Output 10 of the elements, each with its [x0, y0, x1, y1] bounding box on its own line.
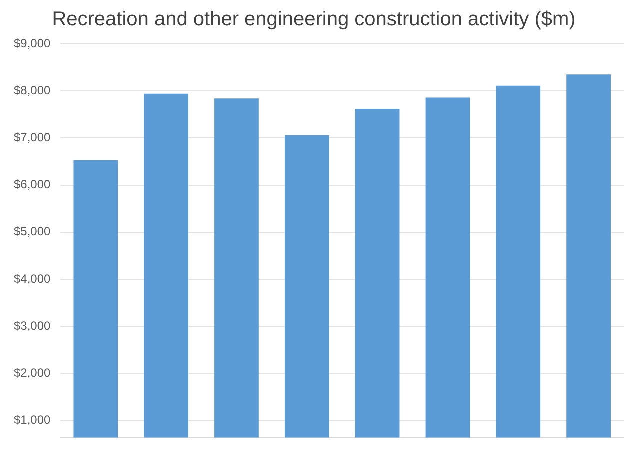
y-tick-label: $8,000	[14, 83, 52, 98]
chart-title: Recreation and other engineering construction activity ($m)	[52, 8, 576, 31]
y-tick-label: $7,000	[14, 130, 52, 145]
y-tick-label: $5,000	[14, 224, 52, 239]
y-tick-label: $3,000	[14, 318, 52, 333]
y-tick-label: $4,000	[14, 272, 52, 286]
y-tick-label: $9,000	[14, 36, 52, 50]
y-tick-label: $2,000	[14, 366, 52, 380]
y-tick-label: $6,000	[14, 178, 52, 192]
y-tick-label: $1,000	[14, 413, 52, 428]
